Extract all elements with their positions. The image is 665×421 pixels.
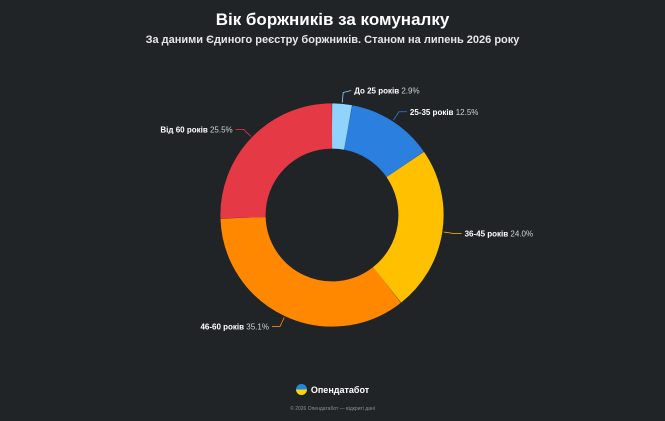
data-label-від-60-років: Від 60 років 25.5%: [160, 125, 232, 134]
brand-name: Опендатабот: [310, 384, 370, 395]
slice-label: 25-35 років: [410, 108, 456, 117]
data-label-36-45-років: 36-45 років 24.0%: [465, 229, 534, 238]
leader-line-4: [271, 317, 285, 327]
slice-2: [344, 105, 424, 178]
slice-value: 2.9%: [401, 87, 419, 96]
data-label-46-60-років: 46-60 років 35.1%: [200, 322, 269, 331]
slice-label: До 25 років: [354, 87, 401, 96]
slice-5: [220, 103, 333, 219]
footer-copyright: © 2026 Опендатабот — відкриті дані: [290, 406, 375, 412]
slice-value: 24.0%: [510, 229, 533, 238]
slice-4: [220, 216, 401, 327]
slice-value: 25.5%: [210, 125, 233, 134]
leader-line-2: [393, 111, 407, 121]
data-label-25-35-років: 25-35 років 12.5%: [410, 108, 479, 117]
leader-lines-layer: [235, 90, 462, 327]
ukraine-flag-circle-icon: [295, 384, 307, 395]
chart-subtitle: За даними Єдиного реєстру боржників. Ста…: [145, 34, 520, 46]
slice-3: [373, 152, 444, 303]
leader-line-1: [341, 90, 352, 103]
leader-line-3: [443, 231, 462, 234]
slice-label: Від 60 років: [160, 125, 210, 134]
brand: Опендатабот: [0, 384, 665, 395]
slice-label: 46-60 років: [200, 322, 246, 331]
slice-value: 35.1%: [246, 322, 269, 331]
data-label-до-25-років: До 25 років 2.9%: [354, 87, 419, 96]
slice-label: 36-45 років: [465, 229, 511, 238]
slice-value: 12.5%: [456, 108, 479, 117]
labels-layer: До 25 років 2.9% 25-35 років 12.5% 36-45 р…: [160, 87, 533, 332]
slice-1: [331, 103, 352, 150]
chart-title: Вік боржників за комуналку: [215, 10, 450, 29]
leader-line-5: [235, 129, 252, 137]
slices-layer: [220, 103, 444, 327]
